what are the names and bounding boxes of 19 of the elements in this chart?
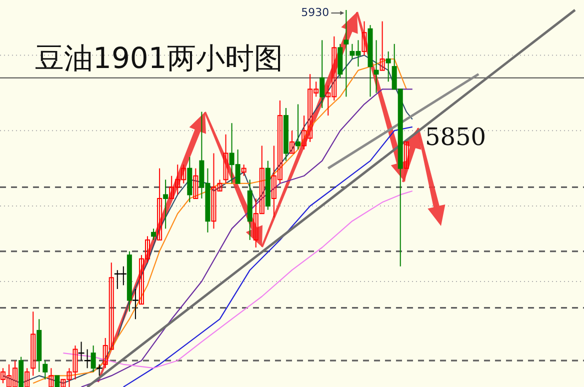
candlestick [42,360,48,380]
text: 豆油1901两小时图 [35,41,283,75]
candlestick [223,134,228,184]
candlestick [151,228,156,240]
annotation: 5930 [301,6,330,19]
candlestick [344,10,349,98]
candlestick [296,104,301,150]
candlestick [48,368,54,387]
candlestick [54,375,60,387]
candlestick [24,368,30,387]
candlestick [290,130,294,154]
candlestick [30,311,36,376]
candlestick [163,179,168,230]
candlestick [320,40,325,109]
candlestick [90,345,96,372]
candlestick [157,168,162,240]
candlestick [193,168,198,199]
candlestick [241,164,246,176]
annotation: 5850 [425,123,486,151]
